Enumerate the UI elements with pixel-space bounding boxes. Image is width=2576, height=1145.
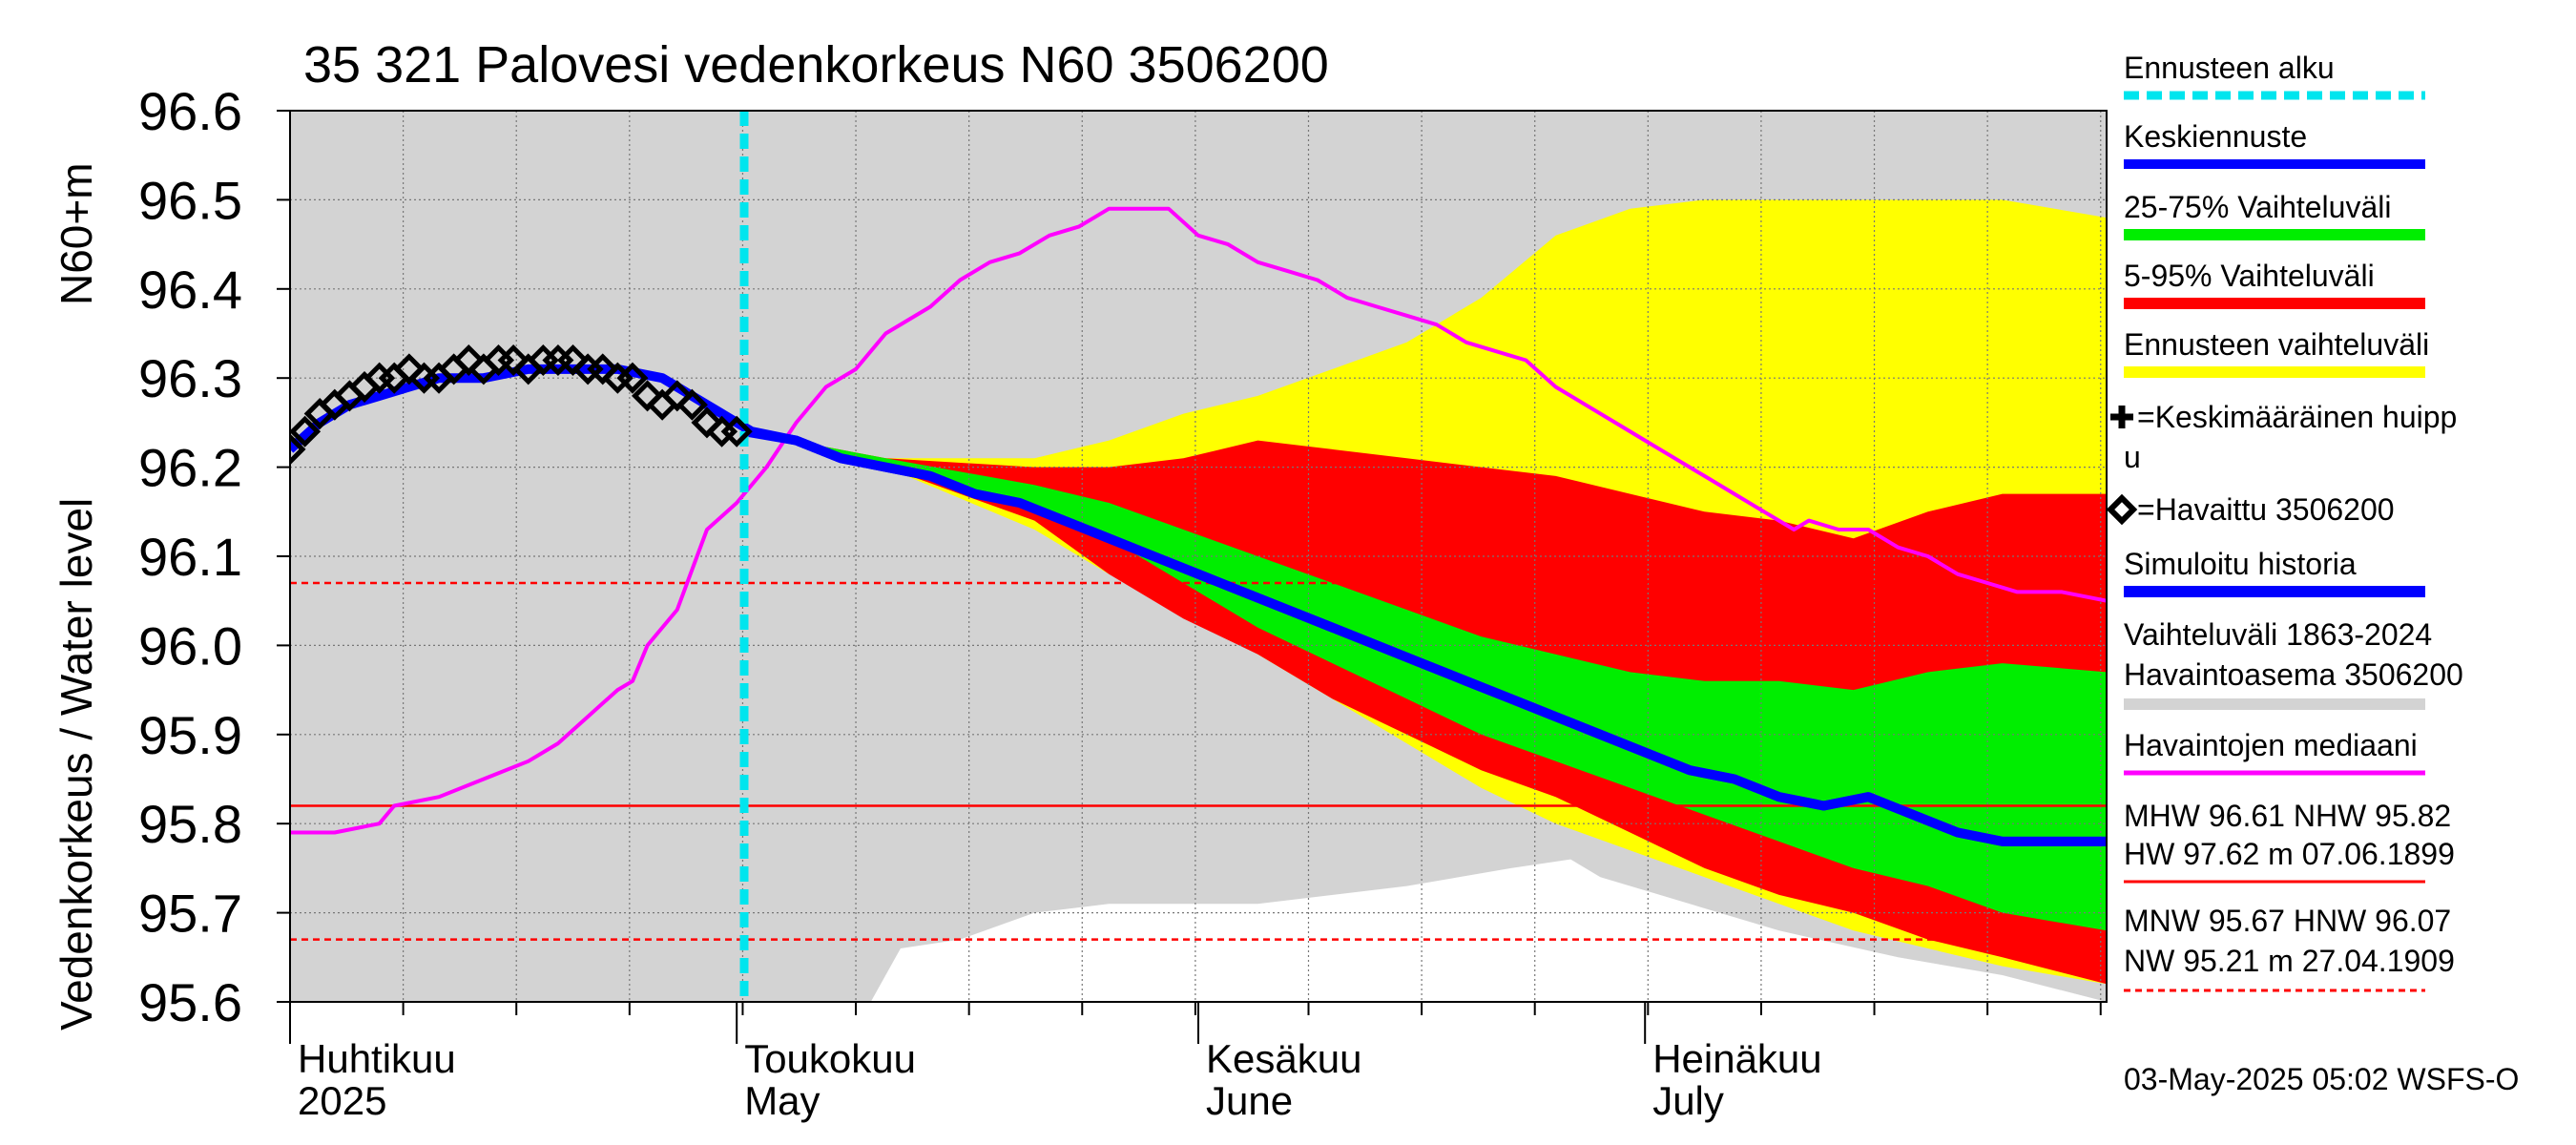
y-tick-label: 95.7 <box>138 884 242 944</box>
y-axis-unit-label: N60+m <box>52 162 101 305</box>
observed-marker <box>452 344 485 377</box>
legend-variation-label-cont: Havaintoasema 3506200 <box>2124 657 2463 692</box>
legend-mean-peak-label: =Keskimääräinen huipp <box>2137 400 2457 434</box>
y-tick-label: 95.6 <box>138 972 242 1032</box>
observed-marker <box>587 353 619 385</box>
observed-marker <box>290 415 322 448</box>
legend-forecast-range-label: Ennusteen vaihteluväli <box>2124 327 2429 362</box>
plot-content <box>290 111 2107 1002</box>
plot-area <box>290 111 2107 1002</box>
legend-range-5-95-label: 5-95% Vaihteluväli <box>2124 259 2375 293</box>
y-tick-label: 96.0 <box>138 615 242 676</box>
x-month-label-fi: Kesäkuu <box>1206 1036 1361 1081</box>
legend: Ennusteen alku Keskiennuste 25-75% Vaiht… <box>2106 51 2463 992</box>
legend-simulated-label: Simuloitu historia <box>2124 547 2357 581</box>
observed-marker <box>675 388 708 421</box>
observed-marker <box>661 380 694 412</box>
legend-range-25-75-label: 25-75% Vaihteluväli <box>2124 190 2391 224</box>
x-month-label-fi: Huhtikuu <box>298 1036 456 1081</box>
legend-median-label: Havaintojen mediaani <box>2124 728 2418 762</box>
observed-marker <box>720 415 753 448</box>
observed-marker <box>497 344 530 377</box>
y-axis-label: Vedenkorkeus / Water level <box>52 498 101 1030</box>
observed-marker <box>632 380 664 412</box>
y-tick-label: 96.1 <box>138 527 242 587</box>
axes: 96.6 96.5 96.4 96.3 96.2 96.1 96.0 95.9 95.8 95.7… <box>138 81 2108 1123</box>
x-month-label-en: 2025 <box>298 1078 386 1123</box>
legend-forecast-start-label: Ennusteen alku <box>2124 51 2335 85</box>
legend-plus-marker-icon <box>2110 406 2133 428</box>
legend-stats-nw: NW 95.21 m 27.04.1909 <box>2124 944 2455 978</box>
legend-mean-forecast-label: Keskiennuste <box>2124 119 2307 154</box>
legend-stats-hw: HW 97.62 m 07.06.1899 <box>2124 837 2455 871</box>
footer-timestamp: 03-May-2025 05:02 WSFS-O <box>2124 1062 2519 1096</box>
legend-diamond-marker-icon <box>2106 493 2138 526</box>
observed-marker <box>556 344 590 377</box>
x-month-label-en: June <box>1206 1078 1293 1123</box>
y-tick-label: 96.4 <box>138 260 242 320</box>
y-tick-label: 96.3 <box>138 348 242 408</box>
x-month-label-fi: Toukokuu <box>744 1036 916 1081</box>
observed-marker <box>691 406 723 439</box>
observed-marker <box>290 433 306 466</box>
y-tick-label: 96.6 <box>138 81 242 141</box>
y-tick-label: 96.5 <box>138 170 242 230</box>
y-tick-label: 95.9 <box>138 705 242 765</box>
legend-stats-mhw-nhw: MHW 96.61 NHW 95.82 <box>2124 799 2451 833</box>
legend-variation-label: Vaihteluväli 1863-2024 <box>2124 617 2432 652</box>
x-month-label-en: May <box>744 1078 820 1123</box>
legend-observed-label: =Havaittu 3506200 <box>2137 492 2395 527</box>
series-havaintojen-mediaani <box>290 206 2107 835</box>
series-keskiennuste <box>743 427 2107 846</box>
legend-stats-mnw-hnw: MNW 95.67 HNW 96.07 <box>2124 904 2451 938</box>
x-month-label-en: July <box>1652 1078 1724 1123</box>
observed-marker <box>616 362 649 394</box>
legend-mean-peak-label-cont: u <box>2124 440 2141 474</box>
chart-title: 35 321 Palovesi vedenkorkeus N60 3506200 <box>303 36 1329 94</box>
y-tick-label: 96.2 <box>138 438 242 498</box>
y-tick-label: 95.8 <box>138 794 242 854</box>
observed-marker <box>393 353 426 385</box>
x-month-label-fi: Heinäkuu <box>1652 1036 1821 1081</box>
